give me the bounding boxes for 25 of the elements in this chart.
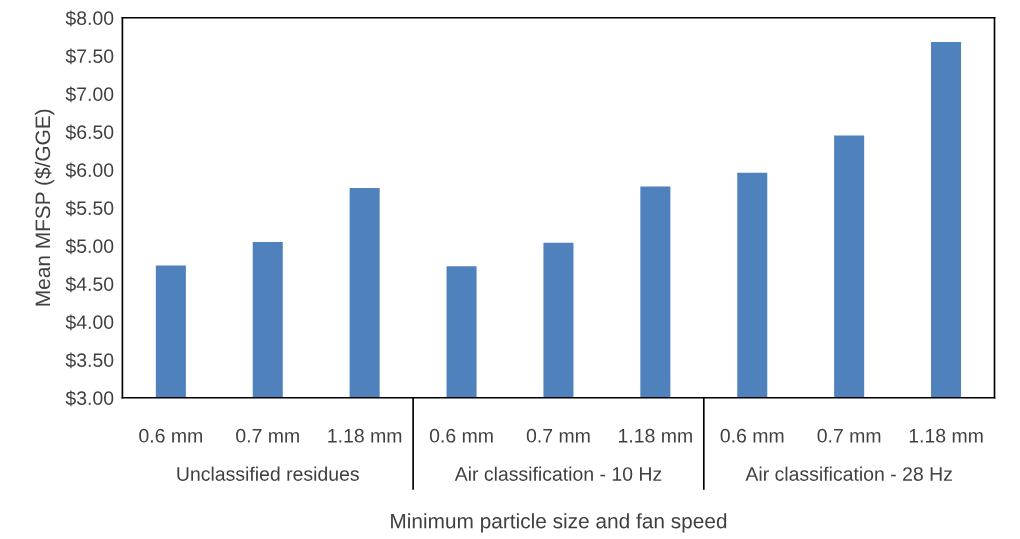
x-tick-label: 0.6 mm	[139, 428, 202, 443]
y-tick-label: $4.50	[65, 276, 114, 293]
x-tick-label: 0.7 mm	[817, 428, 881, 443]
text: Unclassified residues	[177, 466, 359, 481]
y-tick-label: $7.50	[65, 48, 114, 65]
text: Air classification - 10 Hz	[454, 466, 662, 481]
y-tick-label: $8.00	[65, 10, 114, 27]
y-tick-label: $4.00	[65, 314, 114, 331]
y-tick-label: $6.00	[65, 162, 114, 179]
y-tick-label: $3.00	[65, 390, 114, 407]
y-axis-title: Mean MFSP ($/GGE)	[34, 109, 55, 306]
y-tick-label: $5.50	[65, 200, 114, 217]
x-tick-label: 1.18 mm	[909, 428, 983, 443]
x-tick-label: 0.6 mm	[720, 428, 784, 443]
y-tick-label: $5.00	[65, 238, 114, 255]
x-tick-label: 1.18 mm	[328, 428, 402, 443]
text: Air classification - 28 Hz	[745, 466, 952, 481]
x-tick-label: 0.7 mm	[236, 428, 299, 443]
y-tick-label: $7.00	[65, 86, 114, 103]
x-tick-label: 0.6 mm	[429, 428, 493, 443]
x-tick-label: 1.18 mm	[619, 428, 692, 443]
x-tick-label: 0.7 mm	[526, 428, 590, 443]
x-axis-title: Minimum particle size and fan speed	[391, 513, 727, 533]
y-tick-label: $6.50	[65, 124, 114, 141]
y-tick-label: $3.50	[65, 352, 114, 369]
